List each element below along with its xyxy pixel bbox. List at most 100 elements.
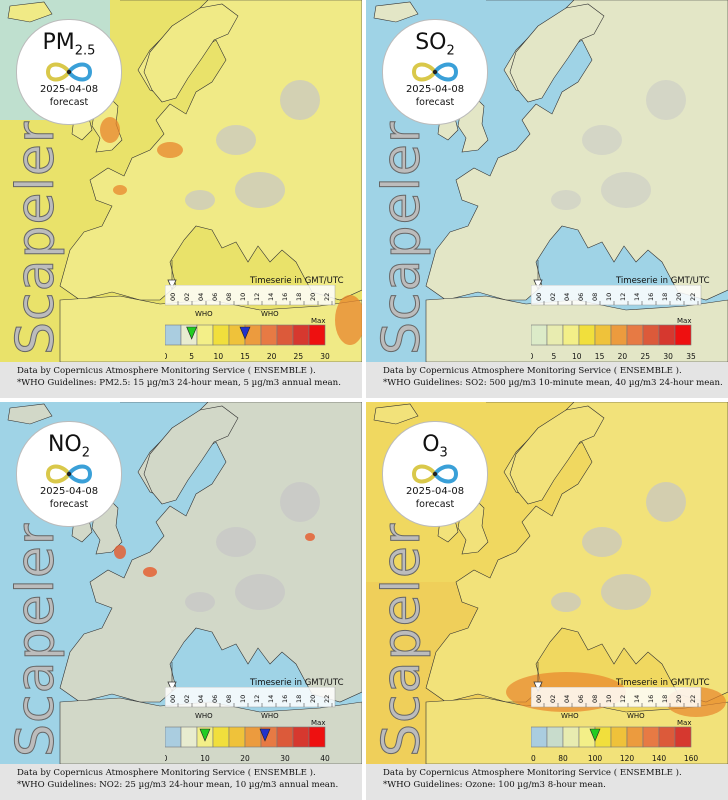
land-scandinavia xyxy=(143,3,239,103)
who-label: WHO xyxy=(195,712,213,720)
timeline-hour-label: 06 xyxy=(211,695,219,703)
scale-tick-label: 30 xyxy=(280,754,290,763)
scale-color-cell xyxy=(308,324,326,346)
scale-tick-label: 15 xyxy=(240,352,250,361)
scale-color-cell xyxy=(531,324,548,346)
attribution-line: Data by Copernicus Atmosphere Monitoring… xyxy=(383,366,682,376)
panel-o3: Scapeler O3 2025-04-08 forecast Timeserie… xyxy=(366,402,728,800)
timeline-hour-label: 18 xyxy=(295,695,303,703)
timeline-hour-label: 10 xyxy=(239,293,247,301)
timeline-hour-label: 16 xyxy=(647,695,655,703)
timeline-hour-label: 12 xyxy=(619,293,627,301)
land-scandinavia xyxy=(509,3,605,103)
scale-tick-label: 20 xyxy=(240,754,250,763)
forecast-date: 2025-04-08 xyxy=(39,84,99,95)
pollutant-badge: PM2.5 2025-04-08 forecast xyxy=(16,19,122,125)
scapeler-logo-icon xyxy=(45,62,93,82)
grey-area xyxy=(582,527,622,557)
scale-color-cell xyxy=(674,726,692,748)
forecast-date: 2025-04-08 xyxy=(405,84,465,95)
scale-color-cell xyxy=(228,726,246,748)
timeline-hour-label: 20 xyxy=(675,695,683,703)
who-label: WHO xyxy=(261,712,279,720)
timeline-strip xyxy=(165,687,336,708)
scale-color-cell xyxy=(658,324,676,346)
who-threshold-marker-icon xyxy=(239,326,251,340)
scale-tick-label: 100 xyxy=(588,754,603,763)
timeline-hour-label: 10 xyxy=(239,695,247,703)
who-threshold-marker-icon xyxy=(186,326,198,340)
who-label: WHO xyxy=(195,310,213,318)
grey-area xyxy=(646,80,686,120)
timeseries-label: Timeserie in GMT/UTC xyxy=(250,678,344,688)
timeline-hour-label: 08 xyxy=(591,293,599,301)
scale-tick-label: 40 xyxy=(320,754,330,763)
hotspot xyxy=(335,295,362,345)
scale-color-cell xyxy=(674,324,692,346)
land-iceland xyxy=(373,1,419,23)
attribution-footer: Data by Copernicus Atmosphere Monitoring… xyxy=(0,764,362,800)
scale-color-cell xyxy=(642,324,660,346)
timeline-strip xyxy=(165,285,336,306)
timeline-hour-label: 06 xyxy=(577,293,585,301)
timeline-hour-label: 20 xyxy=(675,293,683,301)
scale-color-cell xyxy=(578,324,596,346)
scale-tick-label: 25 xyxy=(294,352,304,361)
grey-area xyxy=(646,482,686,522)
timeline-hour-label: 08 xyxy=(225,695,233,703)
scale-tick-label: 5 xyxy=(551,352,556,361)
timeline-hour-label: 08 xyxy=(591,695,599,703)
hotspot xyxy=(113,185,127,195)
scale-color-cell xyxy=(610,726,628,748)
pollutant-name: SO xyxy=(415,30,447,55)
forecast-date: 2025-04-08 xyxy=(39,486,99,497)
grey-area xyxy=(235,172,285,208)
color-scale-legend: 00 02 04 06 08 10 12 14 16 18 20 22 WHO WHO Max 0 5 10 15 2… xyxy=(165,285,336,361)
scale-color-cell xyxy=(626,726,644,748)
scale-color-cell xyxy=(212,726,230,748)
timeline-hour-label: 00 xyxy=(535,695,543,703)
color-scale-legend: 00 02 04 06 08 10 12 14 16 18 20 22 WHO WHO Max 60 80 100… xyxy=(531,687,702,763)
scale-color-cell xyxy=(180,726,198,748)
color-scale-legend: 00 02 04 06 08 10 12 14 16 18 20 22 Max 0 5 10 15 20 25 30 3… xyxy=(531,285,702,361)
timeline-hour-label: 00 xyxy=(535,293,543,301)
scale-tick-label: 0 xyxy=(165,352,168,361)
grey-area xyxy=(185,592,215,612)
timeline-hour-label: 18 xyxy=(295,293,303,301)
timeline-hour-label: 04 xyxy=(563,695,571,703)
timeline-hour-label: 22 xyxy=(689,695,697,703)
grey-area xyxy=(185,190,215,210)
scale-color-cell xyxy=(626,324,644,346)
scapeler-logo-icon xyxy=(411,62,459,82)
scale-tick-label: 0 xyxy=(165,754,168,763)
timeline-hour-label: 04 xyxy=(197,293,205,301)
attribution-line: Data by Copernicus Atmosphere Monitoring… xyxy=(17,768,316,778)
grey-area xyxy=(601,574,651,610)
forecast-date: 2025-04-08 xyxy=(405,486,465,497)
timeline-hour-label: 22 xyxy=(323,695,331,703)
scale-tick-label: 20 xyxy=(618,352,628,361)
pollutant-title: NO2 xyxy=(17,432,121,460)
scale-tick-label: 140 xyxy=(652,754,667,763)
scale-color-cell xyxy=(658,726,676,748)
scale-color-cell xyxy=(642,726,660,748)
attribution-footer: Data by Copernicus Atmosphere Monitoring… xyxy=(366,764,728,800)
color-scale-legend: 00 02 04 06 08 10 12 14 16 18 20 22 WHO WHO Max 0 10 20 30… xyxy=(165,687,336,763)
scale-tick-label: 10 xyxy=(214,352,224,361)
timeline-hour-label: 02 xyxy=(183,695,191,703)
pollutant-title: O3 xyxy=(383,432,487,460)
brand-watermark: Scapeler xyxy=(372,120,433,355)
scale-tick-label: 160 xyxy=(684,754,699,763)
scale-tick-label: 10 xyxy=(200,754,210,763)
forecast-label: forecast xyxy=(415,97,455,108)
timeline-strip xyxy=(531,687,702,708)
who-guideline-line: *WHO Guidelines: Ozone: 100 µg/m3 8-hour… xyxy=(383,780,606,790)
pollutant-badge: O3 2025-04-08 forecast xyxy=(382,421,488,527)
scale-color-cell xyxy=(276,324,294,346)
timeline-hour-label: 10 xyxy=(605,293,613,301)
scale-color-cell xyxy=(276,726,294,748)
timeline-hour-label: 14 xyxy=(633,695,641,703)
scale-tick-label: 35 xyxy=(686,352,696,361)
scale-tick-label: 20 xyxy=(267,352,277,361)
